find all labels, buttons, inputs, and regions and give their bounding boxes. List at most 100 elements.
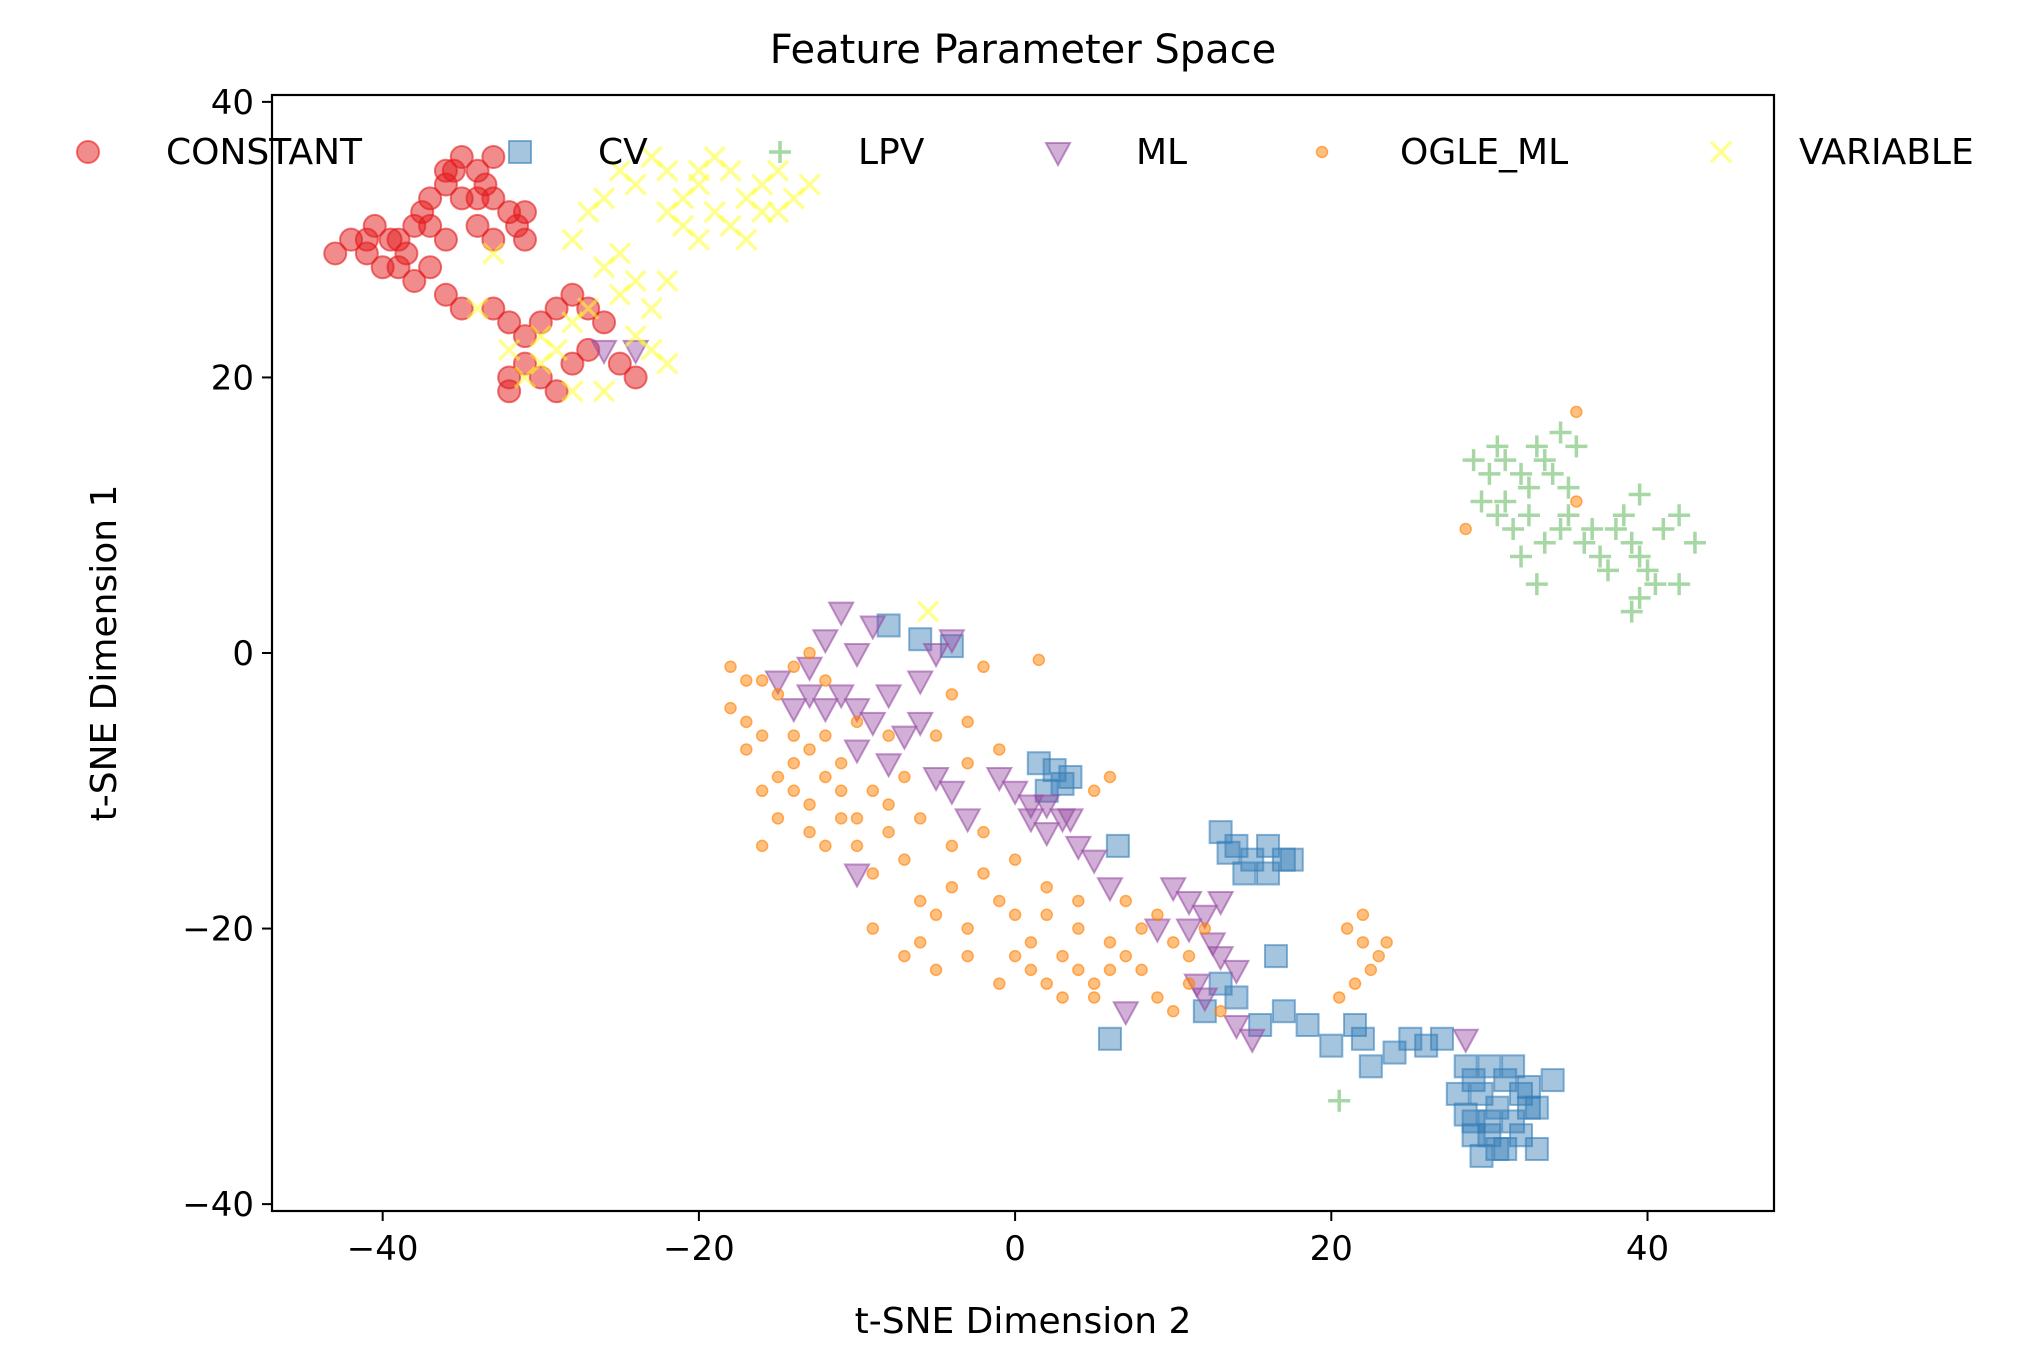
data-point xyxy=(850,715,864,729)
data-point xyxy=(1533,531,1556,554)
data-point xyxy=(433,282,458,307)
data-point xyxy=(466,297,489,320)
data-point xyxy=(843,643,871,669)
data-point xyxy=(621,339,650,365)
data-point xyxy=(1517,476,1540,499)
data-point xyxy=(1151,908,1164,922)
data-point xyxy=(1040,908,1053,922)
data-point xyxy=(607,351,632,376)
legend-marker xyxy=(1709,140,1733,164)
data-point xyxy=(787,660,800,674)
data-point xyxy=(803,646,816,660)
data-point xyxy=(755,784,769,798)
data-point xyxy=(1159,877,1187,903)
data-point xyxy=(418,186,443,211)
data-point xyxy=(843,698,871,724)
series-lpv xyxy=(1328,421,1706,1112)
data-point xyxy=(1596,559,1619,582)
series-variable xyxy=(466,145,940,623)
data-point xyxy=(561,311,584,334)
data-point xyxy=(1453,1054,1478,1079)
data-point xyxy=(916,600,940,623)
data-point xyxy=(513,366,537,389)
data-point xyxy=(771,812,785,825)
x-tick-label: 20 xyxy=(1310,1229,1353,1269)
data-point xyxy=(1628,586,1651,609)
x-tick-label: 40 xyxy=(1626,1229,1669,1269)
data-point xyxy=(882,825,895,839)
data-point xyxy=(1119,894,1133,908)
data-point xyxy=(859,711,887,737)
y-tick-label: 40 xyxy=(211,83,254,123)
data-point xyxy=(1516,1075,1541,1099)
data-point xyxy=(1056,949,1069,963)
data-point xyxy=(1485,1137,1510,1161)
data-point xyxy=(1557,476,1580,499)
legend-marker xyxy=(508,140,532,164)
data-point xyxy=(1452,1028,1480,1054)
data-point xyxy=(1064,835,1093,861)
x-tick-label: −40 xyxy=(347,1229,419,1269)
data-point xyxy=(985,767,1013,793)
data-point xyxy=(961,949,974,963)
data-point xyxy=(1256,861,1281,886)
data-point xyxy=(993,894,1006,908)
data-point xyxy=(1573,531,1596,554)
data-point xyxy=(1224,985,1249,1010)
data-point xyxy=(882,729,895,742)
data-point xyxy=(1494,490,1517,513)
data-point xyxy=(1033,822,1061,848)
data-point xyxy=(755,674,769,687)
data-point xyxy=(735,228,758,251)
data-point xyxy=(1570,495,1583,508)
legend-item-cv: CV xyxy=(508,132,648,173)
data-point xyxy=(465,213,490,238)
series-constant xyxy=(323,145,648,404)
data-point xyxy=(1356,908,1370,922)
data-point xyxy=(866,784,880,798)
data-point xyxy=(724,660,737,674)
legend-marker xyxy=(76,140,100,164)
data-point xyxy=(1058,765,1083,789)
data-point xyxy=(898,770,911,784)
data-point xyxy=(1087,977,1101,990)
data-point xyxy=(803,743,816,756)
data-point xyxy=(1032,653,1046,667)
data-point xyxy=(1040,880,1053,894)
chart-title: Feature Parameter Space xyxy=(770,27,1277,73)
legend-label: ML xyxy=(1136,132,1187,173)
data-point xyxy=(592,379,616,403)
legend-item-ml: ML xyxy=(1044,132,1187,173)
data-point xyxy=(750,200,774,224)
series-cv xyxy=(876,613,1565,1168)
data-point xyxy=(724,701,737,715)
data-point xyxy=(1112,1001,1140,1027)
data-point xyxy=(993,977,1006,990)
data-point xyxy=(1214,1004,1227,1018)
data-point xyxy=(803,825,816,839)
legend-marker xyxy=(1044,142,1072,168)
data-point xyxy=(1628,483,1651,506)
data-point xyxy=(938,780,966,806)
data-point xyxy=(1459,522,1472,536)
data-point xyxy=(961,756,974,770)
data-point xyxy=(929,963,943,977)
data-point xyxy=(1238,1028,1266,1054)
data-point xyxy=(433,158,458,183)
data-point xyxy=(922,767,950,793)
data-point xyxy=(787,784,800,798)
data-point xyxy=(640,297,663,320)
data-point xyxy=(1494,449,1517,472)
data-point xyxy=(1620,531,1643,554)
data-point xyxy=(1668,504,1691,527)
data-point xyxy=(512,227,537,252)
legend-label: CV xyxy=(598,132,648,173)
data-point xyxy=(1087,784,1101,798)
data-point xyxy=(771,770,785,784)
data-point xyxy=(1008,908,1022,922)
data-point xyxy=(913,812,927,825)
data-point xyxy=(1103,770,1117,784)
data-point xyxy=(1072,922,1085,935)
data-point xyxy=(1486,435,1509,458)
